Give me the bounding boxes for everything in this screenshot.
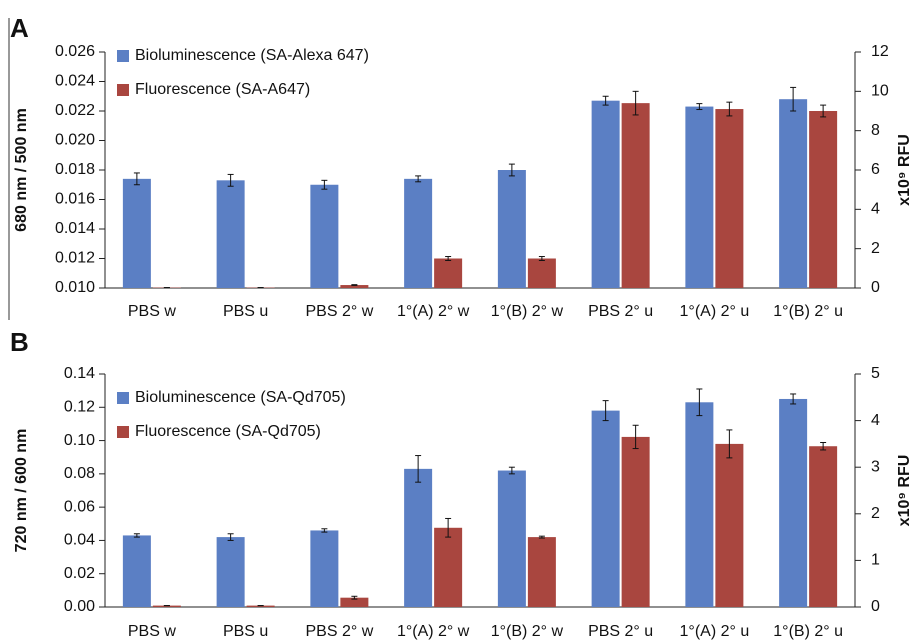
x-tick-label: 1°(B) 2° u <box>773 623 843 640</box>
y-tick-label: 0.06 <box>64 498 95 515</box>
y2-tick-label: 1 <box>871 552 880 569</box>
bar <box>434 258 463 288</box>
y-axis-title: 680 nm / 500 nm <box>13 108 30 232</box>
x-tick-label: PBS u <box>223 623 268 640</box>
legend-label: Fluorescence (SA-Qd705) <box>135 423 321 440</box>
y-tick-label: 0.14 <box>64 365 95 382</box>
bar <box>497 470 526 607</box>
y-tick-label: 0.012 <box>55 250 95 267</box>
y-tick-label: 0.022 <box>55 102 95 119</box>
bar <box>715 109 744 289</box>
y2-tick-label: 10 <box>871 83 889 100</box>
legend-swatch <box>117 84 129 96</box>
bar <box>434 527 463 607</box>
x-tick-label: 1°(A) 2° w <box>397 303 470 320</box>
bar <box>809 446 838 607</box>
bar <box>621 103 650 288</box>
y2-axis-title: x10⁹ RFU <box>896 134 913 206</box>
y2-tick-label: 8 <box>871 122 880 139</box>
bar <box>591 100 620 288</box>
x-tick-label: PBS 2° u <box>588 303 653 320</box>
bar <box>591 410 620 607</box>
x-tick-label: PBS 2° u <box>588 623 653 640</box>
y-tick-label: 0.08 <box>64 465 95 482</box>
bar <box>685 402 714 607</box>
bar <box>310 184 339 288</box>
legend-swatch <box>117 392 129 404</box>
x-tick-label: PBS w <box>128 303 176 320</box>
y-tick-label: 0.12 <box>64 399 95 416</box>
bar <box>152 605 181 607</box>
x-tick-label: 1°(B) 2° u <box>773 303 843 320</box>
legend-label: Fluorescence (SA-A647) <box>135 81 310 98</box>
y-tick-label: 0.018 <box>55 161 95 178</box>
x-tick-label: PBS u <box>223 303 268 320</box>
x-tick-label: 1°(A) 2° u <box>680 303 750 320</box>
y2-tick-label: 6 <box>871 161 880 178</box>
bar <box>497 170 526 288</box>
y-tick-label: 0.02 <box>64 565 95 582</box>
bar <box>621 436 650 607</box>
y-tick-label: 0.10 <box>64 432 95 449</box>
bar <box>404 468 433 607</box>
y2-tick-label: 0 <box>871 279 880 296</box>
panel-label: B <box>10 327 29 357</box>
y2-tick-label: 2 <box>871 505 880 522</box>
bar <box>310 530 339 607</box>
y2-tick-label: 4 <box>871 412 880 429</box>
bar <box>809 111 838 288</box>
bar <box>404 178 433 288</box>
y2-tick-label: 0 <box>871 598 880 615</box>
bar <box>216 180 245 288</box>
panel-label: A <box>10 13 29 43</box>
bar <box>246 605 275 607</box>
legend-label: Bioluminescence (SA-Qd705) <box>135 389 346 406</box>
x-tick-label: PBS w <box>128 623 176 640</box>
bar <box>122 535 151 607</box>
y2-tick-label: 2 <box>871 240 880 257</box>
x-tick-label: 1°(B) 2° w <box>491 623 564 640</box>
bar <box>779 99 808 288</box>
y-axis-title: 720 nm / 600 nm <box>13 429 30 553</box>
x-tick-label: 1°(A) 2° w <box>397 623 470 640</box>
y-tick-label: 0.016 <box>55 191 95 208</box>
x-tick-label: PBS 2° w <box>305 623 373 640</box>
y-tick-label: 0.00 <box>64 598 95 615</box>
x-tick-label: 1°(A) 2° u <box>680 623 750 640</box>
bar <box>340 597 369 607</box>
y2-axis-title: x10⁹ RFU <box>896 455 913 527</box>
y2-tick-label: 12 <box>871 43 889 60</box>
y-tick-label: 0.020 <box>55 132 95 149</box>
y2-tick-label: 4 <box>871 201 880 218</box>
y-tick-label: 0.026 <box>55 43 95 60</box>
bar <box>527 537 556 607</box>
legend-swatch <box>117 50 129 62</box>
y2-tick-label: 5 <box>871 365 880 382</box>
bar <box>779 398 808 607</box>
bar <box>340 285 369 288</box>
bar <box>685 106 714 288</box>
y2-tick-label: 3 <box>871 458 880 475</box>
bar <box>527 258 556 288</box>
y-tick-label: 0.014 <box>55 220 95 237</box>
legend-swatch <box>117 426 129 438</box>
legend-label: Bioluminescence (SA-Alexa 647) <box>135 47 369 64</box>
bar <box>122 178 151 288</box>
x-tick-label: PBS 2° w <box>305 303 373 320</box>
bar <box>715 443 744 607</box>
x-tick-label: 1°(B) 2° w <box>491 303 564 320</box>
y-tick-label: 0.024 <box>55 73 95 90</box>
y-tick-label: 0.010 <box>55 279 95 296</box>
bar <box>216 537 245 607</box>
y-tick-label: 0.04 <box>64 532 95 549</box>
